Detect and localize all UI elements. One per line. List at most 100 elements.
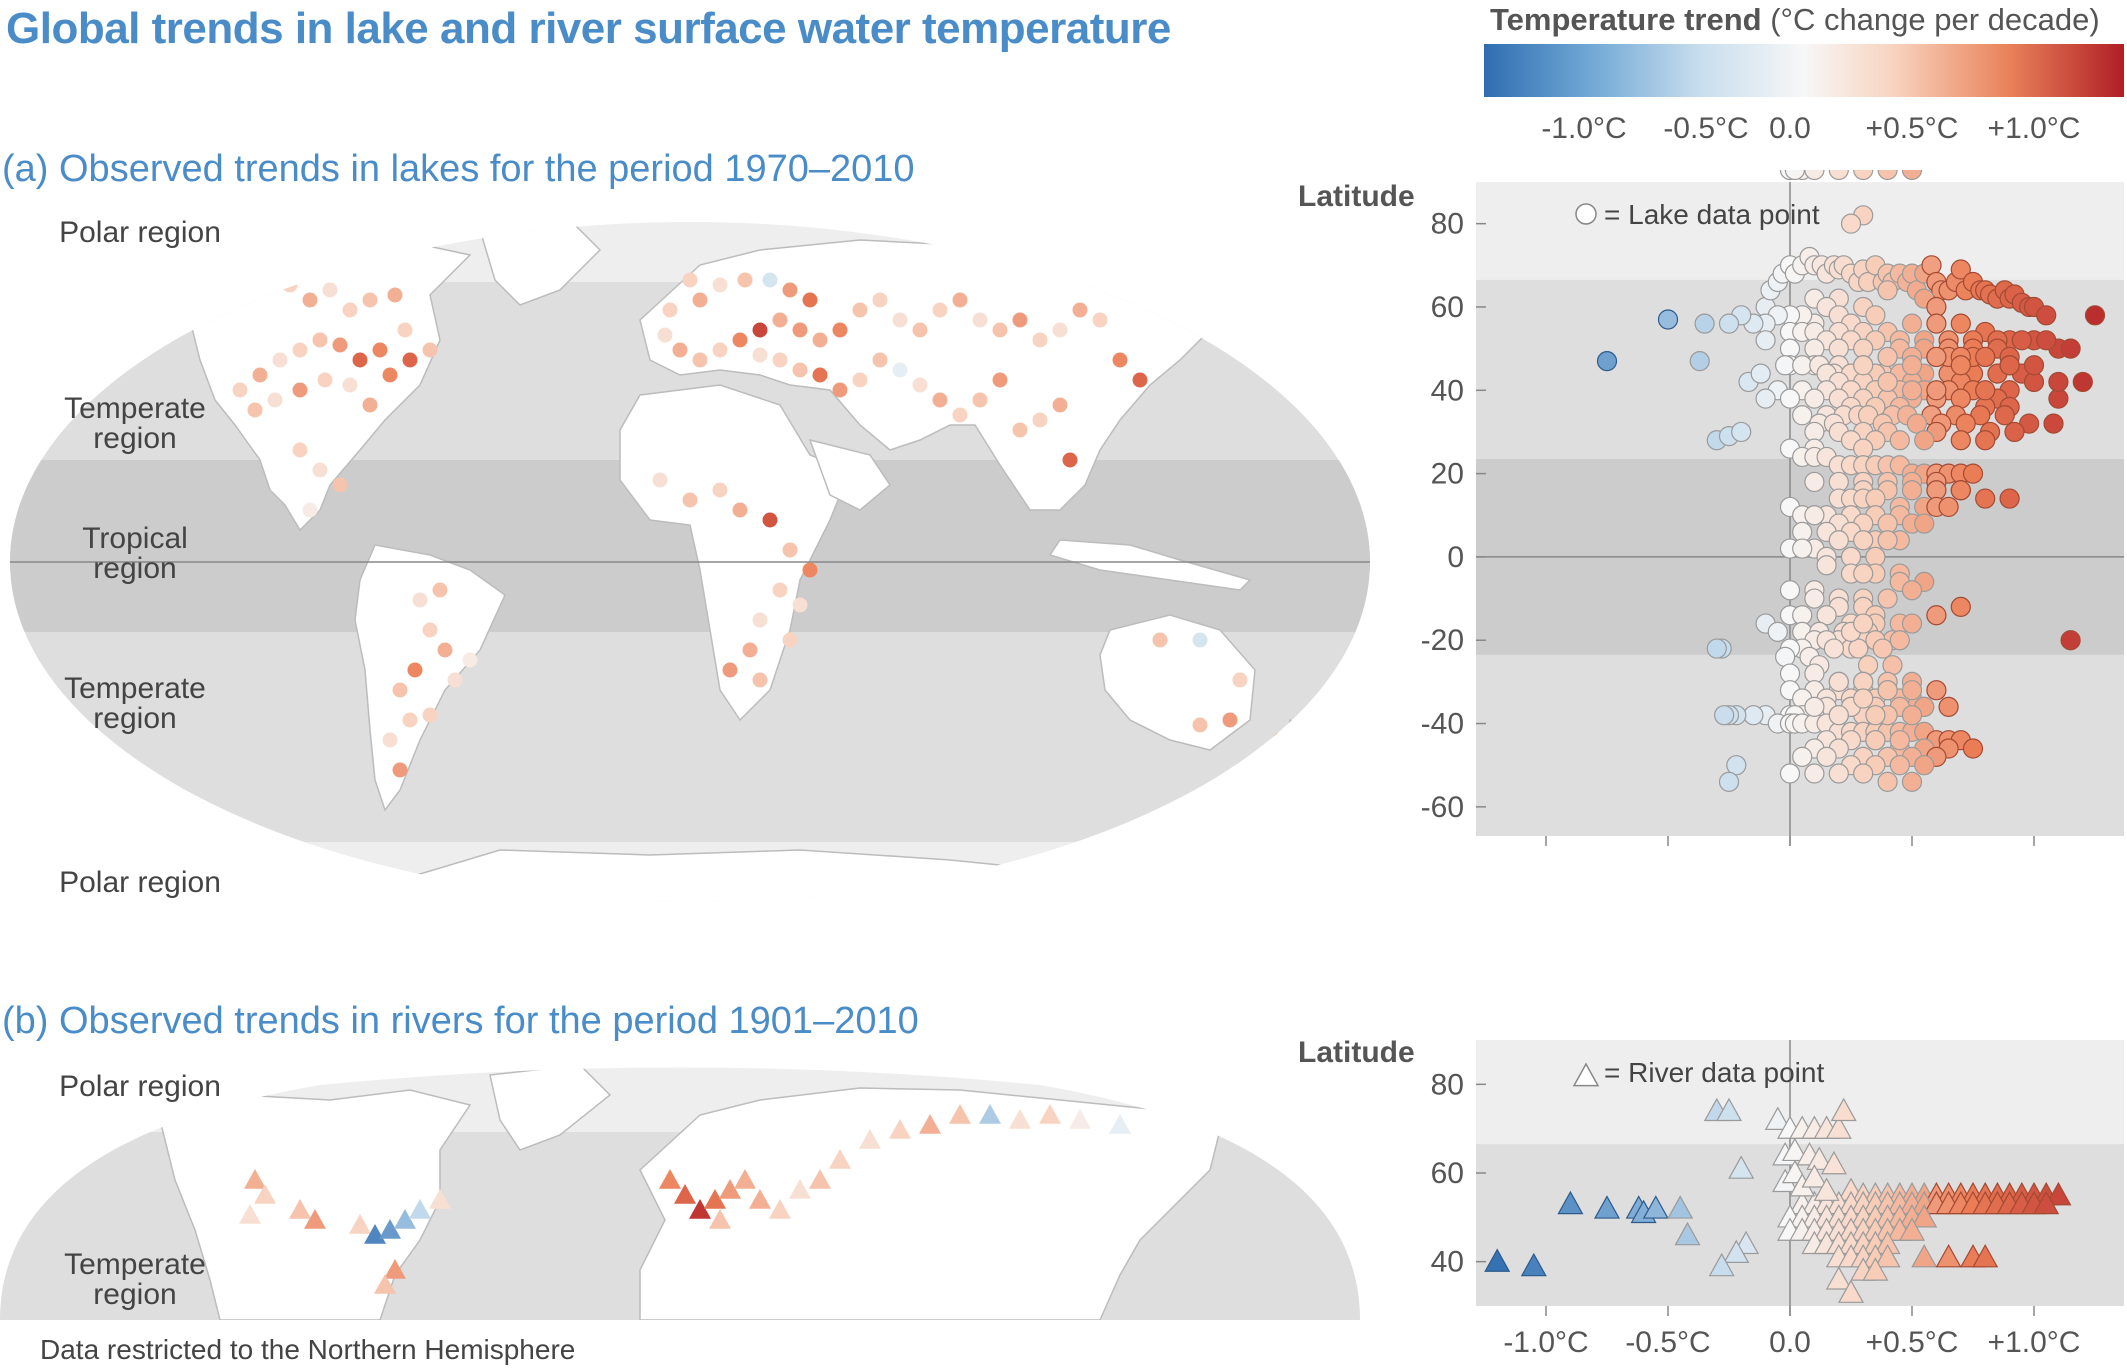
northern-continents bbox=[159, 1067, 1221, 1320]
lake-data-point bbox=[1901, 170, 1923, 181]
lakes-latitude-vs-trend-ytick-80: 80 bbox=[1431, 208, 1464, 241]
colorbar-title-rest: (°C change per decade) bbox=[1761, 2, 2100, 37]
lake-data-point bbox=[1816, 555, 1837, 576]
map-a-region-polar-south: Polar region bbox=[59, 866, 221, 899]
map-lake-point bbox=[892, 312, 908, 328]
map-river-point bbox=[979, 1104, 1001, 1124]
river-data-point bbox=[1935, 1243, 1962, 1268]
river-data-point bbox=[1972, 1243, 1999, 1268]
map-lake-point bbox=[402, 352, 418, 368]
lake-data-point bbox=[1828, 530, 1849, 551]
panel-a-title: (a) Observed trends in lakes for the per… bbox=[2, 148, 915, 190]
map-river-point bbox=[704, 1189, 726, 1209]
lake-data-point bbox=[1926, 313, 1947, 334]
map-river-point bbox=[394, 1209, 416, 1229]
map-a-region-polar-north: Polar region bbox=[59, 216, 221, 249]
lake-data-point bbox=[1779, 763, 1801, 784]
map-river-point bbox=[349, 1214, 371, 1234]
map-river-point bbox=[709, 1209, 731, 1229]
map-river-point bbox=[789, 1179, 811, 1199]
river-data-point bbox=[2033, 1190, 2060, 1215]
map-river-point bbox=[749, 1189, 771, 1209]
lake-data-point bbox=[1828, 170, 1849, 181]
lake-data-point bbox=[1882, 655, 1903, 676]
lake-data-point bbox=[1828, 705, 1849, 726]
river-data-point bbox=[1484, 1248, 1511, 1272]
map-lake-point bbox=[247, 402, 263, 418]
river-data-point bbox=[1911, 1204, 1938, 1228]
map-lake-point bbox=[812, 367, 828, 383]
lake-data-point bbox=[1657, 309, 1679, 330]
lake-data-point bbox=[1804, 763, 1825, 784]
rivers-latitude-vs-trend-ytick-80: 80 bbox=[1431, 1068, 1464, 1101]
map-lake-point bbox=[802, 292, 818, 308]
map-lake-point bbox=[782, 542, 798, 558]
map-lake-point bbox=[292, 342, 308, 358]
colorbar-tick-pos1: +1.0°C bbox=[1987, 112, 2081, 145]
map-lake-point bbox=[342, 377, 358, 393]
lake-data-point bbox=[1775, 646, 1796, 667]
map-lake-point bbox=[407, 662, 423, 678]
greenland-b bbox=[489, 1067, 612, 1151]
map-lake-point bbox=[972, 312, 988, 328]
map-lake-point bbox=[852, 302, 868, 318]
map-lake-point bbox=[382, 732, 398, 748]
map-river-point bbox=[769, 1199, 791, 1219]
river-data-point bbox=[1911, 1243, 1938, 1268]
map-lake-point bbox=[1112, 352, 1128, 368]
lake-data-point bbox=[1999, 488, 2020, 509]
lake-data-point bbox=[1755, 388, 1776, 409]
lake-data-point bbox=[1828, 763, 1849, 784]
map-lake-point bbox=[362, 292, 378, 308]
lake-data-point bbox=[1926, 346, 1947, 368]
lake-data-point bbox=[1784, 170, 1805, 181]
colorbar-tick-neg05: -0.5°C bbox=[1663, 112, 1749, 145]
lake-data-point bbox=[1926, 680, 1947, 701]
map-lake-point bbox=[762, 272, 778, 288]
river-data-point bbox=[1825, 1266, 1852, 1290]
map-river-point bbox=[289, 1199, 311, 1219]
lake-data-point bbox=[1901, 580, 1923, 601]
map-lake-point bbox=[932, 302, 948, 318]
lake-data-point bbox=[1975, 380, 1996, 401]
map-lake-point bbox=[282, 277, 298, 293]
lake-data-point bbox=[1950, 480, 1971, 501]
lake-data-point bbox=[1694, 313, 1715, 334]
map-a-region-temperate-south: Temperate region bbox=[64, 672, 206, 735]
lake-data-point bbox=[1731, 421, 1752, 443]
lake-data-point bbox=[1950, 596, 1971, 617]
lake-data-point bbox=[1848, 638, 1869, 659]
lake-data-point bbox=[1877, 371, 1898, 393]
map-lake-point bbox=[752, 347, 768, 363]
map-lake-point bbox=[1222, 712, 1238, 728]
map-lake-point bbox=[772, 312, 788, 328]
river-data-point bbox=[1667, 1195, 1694, 1219]
lake-data-point bbox=[1914, 755, 1935, 776]
river-data-point bbox=[1642, 1195, 1669, 1219]
rivers-latitude-vs-trend-xtick-1: -0.5°C bbox=[1625, 1326, 1710, 1359]
lakes-latitude-vs-trend-legend-text: = Lake data point bbox=[1604, 199, 1820, 230]
map-lake-point bbox=[352, 352, 368, 368]
map-river-point bbox=[674, 1184, 696, 1204]
lakes-latitude-vs-trend-ytick--20: -20 bbox=[1421, 624, 1464, 657]
map-lake-point bbox=[272, 352, 288, 368]
colorbar-title-bold: Temperature trend bbox=[1490, 2, 1762, 37]
lake-data-point bbox=[1950, 355, 1971, 376]
map-lake-point bbox=[732, 332, 748, 348]
lake-data-point bbox=[2004, 421, 2025, 443]
river-data-point bbox=[1708, 1252, 1735, 1277]
lakes-latitude-vs-trend-ytick-40: 40 bbox=[1431, 374, 1464, 407]
figure-title: Global trends in lake and river surface … bbox=[6, 4, 1171, 53]
map-river-point bbox=[429, 1189, 451, 1209]
map-lake-point bbox=[802, 562, 818, 578]
map-lake-point bbox=[782, 632, 798, 648]
lake-data-point bbox=[1877, 588, 1898, 609]
map-lake-point bbox=[437, 642, 453, 658]
map-lake-point bbox=[742, 642, 758, 658]
lake-data-point bbox=[1816, 605, 1837, 626]
river-data-point bbox=[1557, 1190, 1584, 1215]
map-lake-point bbox=[752, 322, 768, 338]
map-lake-point bbox=[342, 302, 358, 318]
lake-data-point bbox=[1901, 480, 1923, 501]
map-lake-point bbox=[872, 292, 888, 308]
